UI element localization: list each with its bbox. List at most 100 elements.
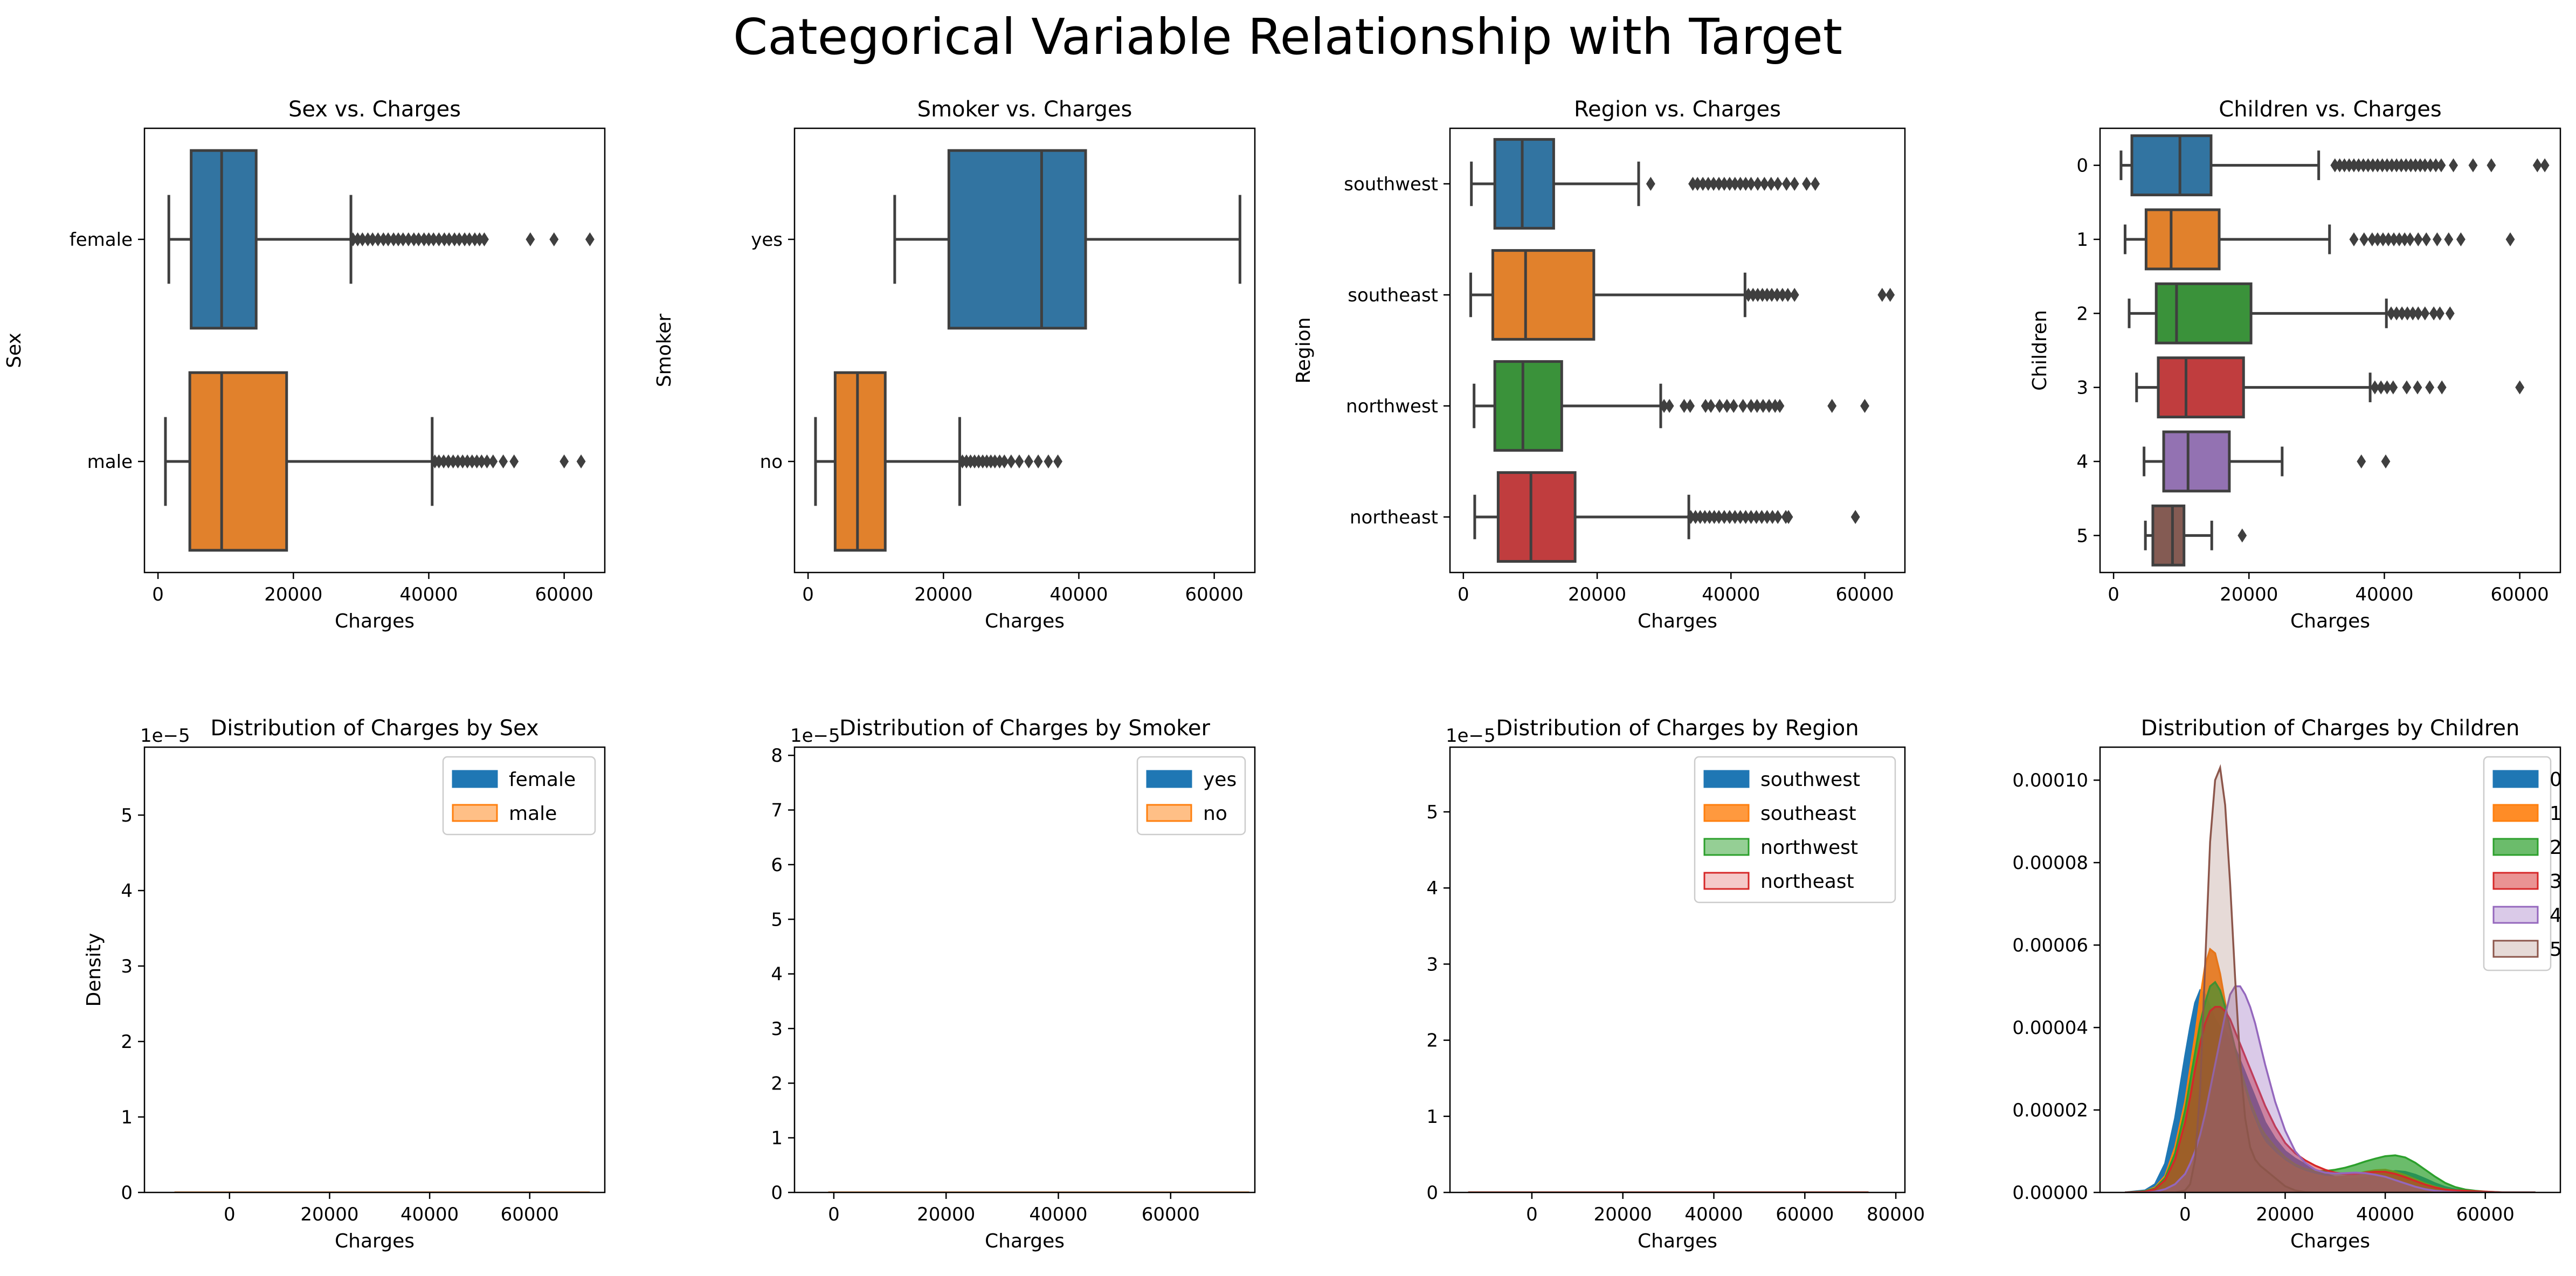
- outlier-point: [462, 454, 472, 468]
- outlier-point: [2432, 232, 2442, 246]
- axes-frame: [1449, 746, 1906, 1194]
- outlier-point: [2445, 306, 2455, 321]
- outlier-point: [2532, 158, 2542, 173]
- outlier-point: [465, 232, 474, 246]
- legend-swatch: [1703, 872, 1750, 890]
- chart-7: Distribution of Charges by Region 0 20000 4…: [1426, 716, 1925, 1252]
- outlier-point: [995, 454, 1004, 468]
- outlier-point: [348, 232, 358, 246]
- outlier-point: [2405, 232, 2415, 246]
- outlier-point: [454, 232, 464, 246]
- outlier-point: [1719, 510, 1729, 524]
- outlier-point: [1757, 510, 1766, 524]
- outlier-point: [2431, 158, 2441, 173]
- outlier-point: [1703, 177, 1713, 191]
- y-tick-label: 0.00008: [2012, 852, 2088, 874]
- legend-label: 4: [2550, 905, 2562, 927]
- x-tick-label: 20000: [914, 584, 972, 605]
- outlier-point: [2436, 158, 2446, 173]
- legend-label: southwest: [1760, 769, 1860, 791]
- x-tick-label: 60000: [1776, 1204, 1834, 1225]
- legend-swatch: [2492, 906, 2539, 924]
- outlier-point: [2408, 306, 2418, 321]
- outlier-point: [2435, 306, 2444, 321]
- outlier-point: [373, 232, 383, 246]
- y-axis-label: Density: [83, 933, 105, 1007]
- outlier-point: [419, 232, 429, 246]
- outlier-point: [1014, 454, 1024, 468]
- outlier-point: [2373, 232, 2382, 246]
- chart-4: Children vs. Charges 0 20000 40000 60000 Char…: [2029, 97, 2561, 632]
- y-tick-label: 4: [771, 964, 783, 985]
- x-tick-label: 40000: [1029, 1204, 1087, 1225]
- outlier-point: [1659, 399, 1669, 413]
- y-tick-label: 0.00010: [2012, 770, 2088, 791]
- outlier-point: [1701, 399, 1710, 413]
- outlier-point: [1753, 288, 1763, 302]
- box-northwest: [1473, 360, 1869, 452]
- outlier-point: [458, 454, 467, 468]
- x-tick-label: 20000: [917, 1204, 975, 1225]
- y-tick-label: 3: [2076, 377, 2088, 399]
- outlier-point: [1748, 288, 1758, 302]
- outlier-point: [2392, 306, 2401, 321]
- box-iqr: [2162, 430, 2231, 493]
- outlier-point: [2387, 158, 2397, 173]
- outlier-point: [2335, 158, 2345, 173]
- outlier-point: [2359, 158, 2368, 173]
- y-tick-label: 3: [771, 1018, 783, 1040]
- outlier-point: [1691, 510, 1700, 524]
- outlier-point: [2363, 158, 2373, 173]
- axes-frame: [2099, 127, 2561, 574]
- chart-title: Sex vs. Charges: [288, 97, 461, 122]
- density-line-5: [2125, 764, 2536, 1192]
- y-tick-label: 3: [121, 956, 133, 977]
- legend-frame: [2483, 756, 2552, 971]
- outlier-point: [439, 454, 448, 468]
- outlier-point: [2386, 306, 2396, 321]
- outlier-point: [2397, 158, 2406, 173]
- x-axis-label: Charges: [2290, 610, 2370, 632]
- outlier-point: [444, 454, 453, 468]
- outlier-point: [2389, 232, 2399, 246]
- x-tick-label: 40000: [399, 584, 458, 605]
- outlier-point: [1730, 177, 1740, 191]
- x-tick-label: 80000: [1867, 1204, 1925, 1225]
- outlier-point: [509, 454, 519, 468]
- outlier-point: [2349, 158, 2359, 173]
- outlier-point: [1044, 454, 1053, 468]
- legend-label: 3: [2550, 871, 2562, 893]
- outlier-point: [357, 232, 367, 246]
- outlier-point: [389, 232, 398, 246]
- outlier-point: [467, 454, 477, 468]
- outlier-point: [990, 454, 1000, 468]
- chart-title: Children vs. Charges: [2219, 97, 2441, 122]
- y-tick-label: 0.00000: [2012, 1182, 2088, 1204]
- outlier-point: [475, 232, 485, 246]
- outlier-point: [2429, 306, 2439, 321]
- box-southeast: [1469, 249, 1895, 341]
- box-iqr: [190, 149, 258, 330]
- outlier-point: [2394, 232, 2404, 246]
- density-line-3: [2125, 1006, 2536, 1192]
- legend: 0 1 2 3 4 5: [2483, 756, 2562, 971]
- x-tick-label: 40000: [1684, 1204, 1743, 1225]
- x-tick-label: 40000: [400, 1204, 459, 1225]
- outlier-point: [1773, 510, 1783, 524]
- outlier-point: [499, 454, 508, 468]
- outlier-point: [434, 232, 444, 246]
- legend-swatch: [452, 770, 498, 788]
- y-tick-label: 4: [2076, 451, 2088, 473]
- chart-6: Distribution of Charges by Smoker 0 20000 4…: [771, 716, 1256, 1252]
- x-tick-label: 60000: [535, 584, 593, 605]
- legend-swatch: [1703, 838, 1750, 856]
- outlier-point: [2515, 380, 2525, 395]
- outlier-point: [476, 454, 486, 468]
- outlier-point: [1762, 510, 1772, 524]
- legend-label: 1: [2550, 803, 2562, 825]
- y-tick-label: 3: [1426, 954, 1438, 975]
- x-tick-label: 60000: [501, 1204, 559, 1225]
- y-tick-label: 2: [121, 1031, 133, 1053]
- outlier-point: [2487, 158, 2496, 173]
